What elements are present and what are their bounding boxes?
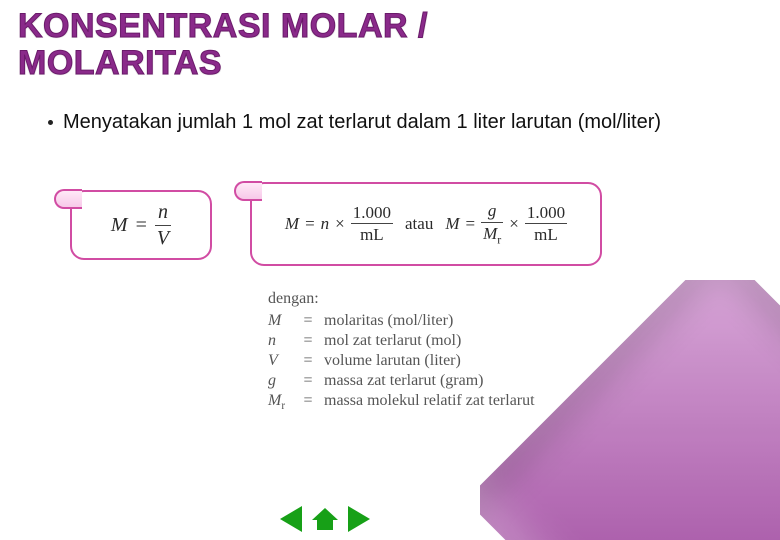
or-word: atau xyxy=(405,214,433,234)
equals-sign: = xyxy=(302,372,314,390)
mr-sub: r xyxy=(497,232,501,246)
callout-tab-icon xyxy=(234,181,262,201)
legend-row: M = molaritas (mol/liter) xyxy=(268,312,535,330)
variable-legend: dengan: M = molaritas (mol/liter) n = mol zat… xyxy=(268,290,535,414)
equals-sign: = xyxy=(302,392,314,410)
definition-bullet: Menyatakan jumlah 1 mol zat terlarut dal… xyxy=(48,110,760,135)
legend-symbol: Mr xyxy=(268,392,292,412)
legend-symbol: g xyxy=(268,372,292,390)
legend-symbol: n xyxy=(268,332,292,350)
frac-num: g xyxy=(486,202,499,220)
legend-value: massa molekul relatif zat terlarut xyxy=(324,392,535,410)
fraction-bar-icon xyxy=(351,223,393,224)
frac-num: n xyxy=(156,202,170,223)
equals-sign: = xyxy=(302,332,314,350)
f2-n: n xyxy=(321,214,330,234)
legend-symbol: M xyxy=(268,312,292,330)
legend-value: massa zat terlarut (gram) xyxy=(324,372,483,390)
formula-box-simple: M = n V xyxy=(70,190,212,260)
legend-row: V = volume larutan (liter) xyxy=(268,352,535,370)
slide-nav xyxy=(280,506,370,532)
fraction-1000-over-ml: 1.000 mL xyxy=(351,204,393,245)
formula1-lhs: M xyxy=(111,214,128,237)
next-slide-button[interactable] xyxy=(348,506,370,532)
legend-value: mol zat terlarut (mol) xyxy=(324,332,461,350)
legend-symbol: V xyxy=(268,352,292,370)
frac-num: 1.000 xyxy=(525,204,567,222)
title-line-2: MOLARITAS xyxy=(18,44,222,82)
legend-value: volume larutan (liter) xyxy=(324,352,461,370)
callout-tab-icon xyxy=(54,189,82,209)
fraction-g-over-mr: g Mr xyxy=(481,202,503,246)
legend-row: g = massa zat terlarut (gram) xyxy=(268,372,535,390)
definition-text: Menyatakan jumlah 1 mol zat terlarut dal… xyxy=(63,110,661,135)
equals-sign: = xyxy=(136,214,147,237)
prev-slide-button[interactable] xyxy=(280,506,302,532)
formula-expanded: M = n × 1.000 mL atau M = g Mr × 1.000 m… xyxy=(275,202,577,246)
equals-sign: = xyxy=(302,352,314,370)
fraction-bar-icon xyxy=(481,222,503,223)
frac-den: V xyxy=(155,228,171,249)
fraction-bar-icon xyxy=(155,225,171,226)
formula-m-equals-n-over-v: M = n V xyxy=(111,202,171,249)
bullet-icon xyxy=(48,120,53,125)
equals-sign: = xyxy=(466,214,476,234)
title-line-1: KONSENTRASI MOLAR / xyxy=(18,7,428,45)
frac-num: 1.000 xyxy=(351,204,393,222)
legend-row: Mr = massa molekul relatif zat terlarut xyxy=(268,392,535,412)
legend-row: n = mol zat terlarut (mol) xyxy=(268,332,535,350)
equals-sign: = xyxy=(305,214,315,234)
equals-sign: = xyxy=(302,312,314,330)
home-button[interactable] xyxy=(312,508,338,530)
frac-den: mL xyxy=(358,226,386,244)
times-sign: × xyxy=(335,214,345,234)
fraction-1000-over-ml-2: 1.000 mL xyxy=(525,204,567,245)
f2-lhs2: M xyxy=(445,214,459,234)
slide-title: KONSENTRASI MOLAR / MOLARITAS xyxy=(18,8,428,83)
fraction-n-over-v: n V xyxy=(155,202,171,249)
mr-m: M xyxy=(483,224,497,243)
frac-den: mL xyxy=(532,226,560,244)
legend-value: molaritas (mol/liter) xyxy=(324,312,453,330)
frac-den: Mr xyxy=(481,225,503,246)
f2-lhs: M xyxy=(285,214,299,234)
formula-box-expanded: M = n × 1.000 mL atau M = g Mr × 1.000 m… xyxy=(250,182,602,266)
times-sign: × xyxy=(509,214,519,234)
fraction-bar-icon xyxy=(525,223,567,224)
legend-heading: dengan: xyxy=(268,290,535,308)
